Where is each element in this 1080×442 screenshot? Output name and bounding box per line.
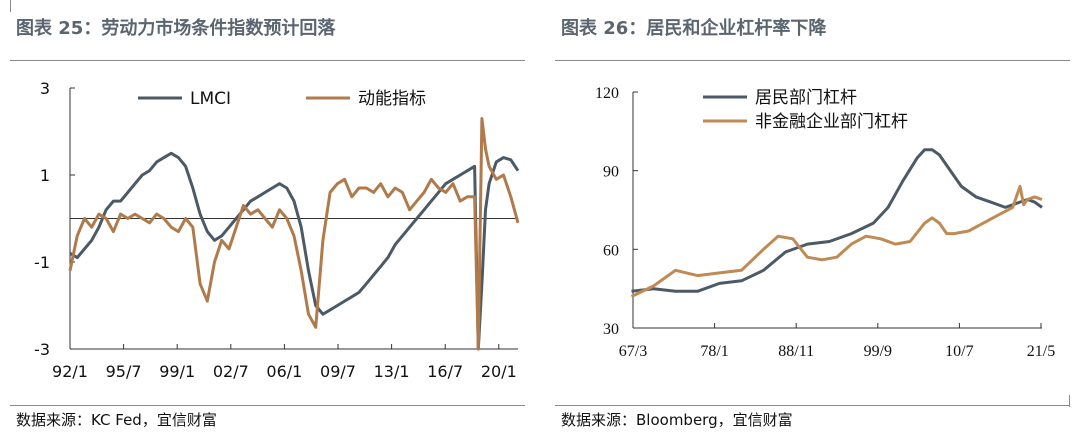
source-divider [10,405,525,406]
y-tick-label: 120 [595,85,619,102]
x-tick-label: 02/7 [213,362,249,381]
x-tick-label: 99/1 [159,362,195,381]
chart-source: 数据来源：Bloomberg，宜信财富 [561,411,793,429]
x-tick-label: 16/7 [427,362,463,381]
x-tick-label: 20/1 [481,362,517,381]
x-tick-label: 88/11 [778,343,814,360]
frame-corner [1069,395,1070,407]
series-line-0 [631,148,1043,293]
legend-label-1: 动能指标 [358,89,426,109]
y-tick-label: 30 [603,321,619,338]
chart-panel-25: 图表 25：劳动力市场条件指数预计回落 3 1 -1 -3 92/1 95/7 99/1 02… [0,0,535,442]
chart-panel-26: 图表 26：居民和企业杠杆率下降 120 90 60 30 67/3 78/1 88/11 9… [545,0,1080,442]
chart-title: 图表 25：劳动力市场条件指数预计回落 [16,18,336,39]
chart-title: 图表 26：居民和企业杠杆率下降 [561,18,827,39]
legend-label-0: LMCI [190,89,231,109]
x-tick-label: 10/7 [945,343,973,360]
y-tick-label: -1 [34,253,50,272]
title-divider [555,60,1070,61]
y-tick-label: 3 [40,79,50,98]
x-tick-label: 13/1 [374,362,410,381]
y-tick-label: 1 [40,166,50,185]
legend-label-0: 居民部门杠杆 [755,88,857,108]
title-divider [10,60,525,61]
chart-25-plot: 3 1 -1 -392/1 95/7 99/1 02/7 06/1 09/7 13/1 16/7 20… [34,79,520,381]
y-tick-label: 60 [603,242,619,259]
x-tick-label: 21/5 [1027,343,1055,360]
x-tick-label: 06/1 [266,362,302,381]
x-tick-label: 95/7 [106,362,142,381]
x-tick-label: 09/7 [320,362,356,381]
x-tick-label: 78/1 [700,343,728,360]
chart-source: 数据来源：KC Fed，宜信财富 [16,411,217,429]
series-line-0 [69,151,520,351]
x-tick-label: 92/1 [52,362,88,381]
frame-corner [10,0,11,12]
series-line-1 [630,184,1043,298]
x-tick-label: 67/3 [619,343,647,360]
legend-label-1: 非金融企业部门杠杆 [755,112,908,132]
y-tick-label: -3 [34,340,50,359]
x-tick-label: 99/9 [864,343,892,360]
source-divider [555,405,1070,406]
y-tick-label: 90 [603,164,619,181]
series-line-1 [68,117,520,351]
